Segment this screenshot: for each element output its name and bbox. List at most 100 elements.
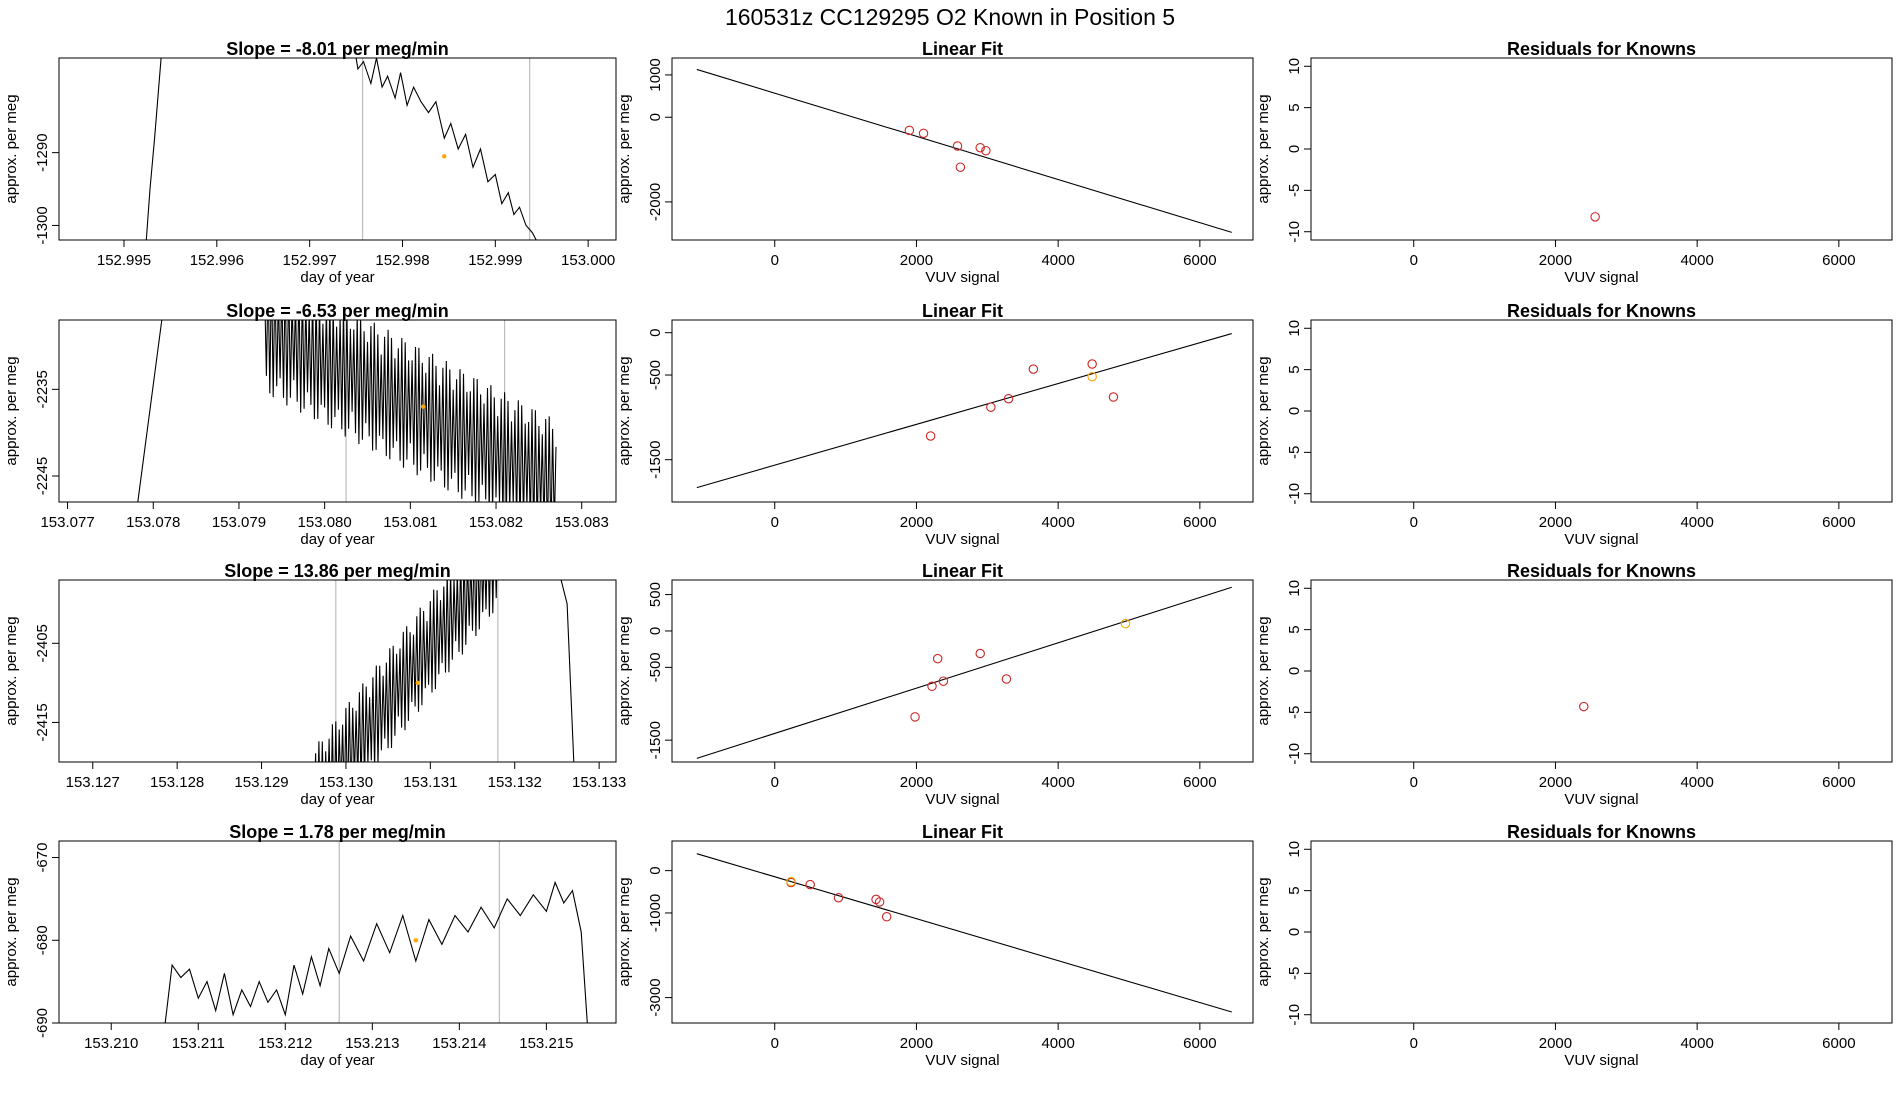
x-tick-label: 2000 — [900, 514, 933, 531]
x-axis-label: day of year — [300, 531, 374, 548]
y-tick-label: -680 — [34, 925, 51, 955]
y-tick-label: -2405 — [34, 624, 51, 662]
highlight-point — [420, 404, 426, 409]
x-tick-label: 153.081 — [383, 514, 437, 531]
y-tick-label: -670 — [34, 843, 51, 873]
y-axis-label: approx. per meg — [616, 356, 633, 465]
data-point — [1087, 359, 1097, 369]
plot-area — [696, 586, 1232, 759]
x-tick-label: 2000 — [1539, 1035, 1572, 1052]
y-axis-label: approx. per meg — [1255, 94, 1272, 203]
x-tick-label: 153.080 — [298, 514, 352, 531]
x-axis: 0 2000 4000 6000 — [771, 239, 1217, 269]
x-axis: 0 2000 4000 6000 — [1410, 239, 1856, 269]
x-tick-label: 6000 — [1183, 1035, 1216, 1052]
x-tick-label: 6000 — [1183, 514, 1216, 531]
plot-frame — [1310, 840, 1893, 1024]
x-axis: 0 2000 4000 6000 — [771, 501, 1217, 531]
data-point — [975, 142, 985, 153]
y-tick-label: -3000 — [647, 978, 664, 1016]
plot-area — [157, 841, 588, 1023]
data-point — [955, 162, 966, 172]
y-axis-label: approx. per meg — [1255, 356, 1272, 465]
y-axis-label: approx. per meg — [1255, 877, 1272, 986]
y-axis-label: approx. per meg — [3, 356, 20, 465]
row2-residuals: Residuals for Knowns 0 2000 4000 6000 VUV sig… — [1255, 301, 1893, 548]
plot-area — [137, 320, 557, 502]
panel-title: Residuals for Knowns — [1507, 561, 1696, 581]
panel-title: Linear Fit — [922, 39, 1003, 59]
fit-line — [696, 853, 1232, 1013]
highlight-point — [442, 154, 447, 159]
data-point — [1590, 212, 1600, 222]
y-axis-label: approx. per meg — [616, 877, 633, 986]
panel-title: Slope = -8.01 per meg/min — [226, 39, 449, 59]
trace-line — [157, 880, 588, 1023]
x-tick-label: 0 — [1410, 252, 1418, 269]
x-axis-label: VUV signal — [1564, 791, 1638, 808]
fit-line — [696, 68, 1232, 233]
plot-area — [696, 68, 1232, 233]
panel-title: Residuals for Knowns — [1507, 822, 1696, 842]
row1-residuals: Residuals for Knowns 0 2000 4000 6000 VUV sig… — [1255, 39, 1893, 286]
y-axis-label: approx. per meg — [3, 616, 20, 725]
x-axis: 0 2000 4000 6000 — [1410, 1022, 1856, 1052]
x-tick-label: 153.078 — [126, 514, 180, 531]
y-tick-label: 0 — [647, 113, 664, 121]
x-tick-label: 4000 — [1680, 252, 1713, 269]
panel-title: Residuals for Knowns — [1507, 39, 1696, 59]
data-point — [1003, 393, 1014, 404]
x-tick-label: 0 — [1410, 514, 1418, 531]
y-axis: -2245 -2235 — [34, 370, 60, 495]
row1-linear-fit: Linear Fit 0 2000 4000 6000 VUV signal -2000 0 1… — [616, 39, 1254, 286]
x-tick-label: 152.997 — [283, 252, 337, 269]
data-point — [975, 648, 985, 659]
panel-title: Linear Fit — [922, 822, 1003, 842]
y-tick-label: 0 — [647, 866, 664, 874]
y-axis-label: approx. per meg — [3, 94, 20, 203]
x-axis-label: VUV signal — [1564, 531, 1638, 548]
plot-frame — [58, 579, 617, 763]
y-tick-label: 10 — [1286, 841, 1303, 858]
y-tick-label: 0 — [1286, 407, 1303, 415]
x-tick-label: 6000 — [1822, 774, 1855, 791]
x-tick-label: 153.212 — [258, 1035, 312, 1052]
y-tick-label: 5 — [1286, 365, 1303, 373]
y-tick-label: -2245 — [34, 457, 51, 495]
y-tick-label: -1300 — [34, 206, 51, 244]
data-point — [904, 125, 915, 136]
y-axis: -1300 -1290 — [34, 133, 60, 245]
data-point — [805, 879, 815, 890]
data-point — [1001, 674, 1012, 684]
y-tick-label: 0 — [647, 329, 664, 337]
data-point — [927, 681, 937, 692]
panel-title: Slope = 1.78 per meg/min — [229, 822, 446, 842]
x-tick-label: 2000 — [900, 774, 933, 791]
plot-frame — [58, 840, 617, 1024]
y-tick-label: -500 — [647, 360, 664, 390]
plot-frame — [1310, 319, 1893, 503]
x-tick-label: 153.079 — [212, 514, 266, 531]
y-axis: -10 -5 0 5 10 — [1286, 320, 1312, 505]
x-tick-label: 153.128 — [150, 774, 204, 791]
y-tick-label: 10 — [1286, 580, 1303, 597]
x-tick-label: 4000 — [1680, 514, 1713, 531]
data-point — [981, 145, 991, 156]
figure-title: 160531z CC129295 O2 Known in Position 5 — [725, 4, 1175, 30]
y-axis: -2415 -2405 — [34, 624, 60, 742]
highlight-point — [413, 938, 419, 943]
x-tick-label: 0 — [1410, 774, 1418, 791]
panel-title: Slope = -6.53 per meg/min — [226, 301, 449, 321]
y-tick-label: 0 — [1286, 145, 1303, 153]
y-axis: -690 -680 -670 — [34, 843, 60, 1038]
y-tick-label: -5 — [1286, 967, 1303, 980]
y-axis: -3000 -1000 0 — [647, 866, 673, 1017]
x-tick-label: 2000 — [1539, 774, 1572, 791]
x-axis: 152.995 152.996 152.997 152.998 152.999 153.0… — [97, 239, 615, 269]
x-tick-label: 153.211 — [172, 1035, 225, 1052]
x-axis: 153.127 153.128 153.129 153.130 153.131 153.1… — [66, 761, 626, 791]
y-tick-label: -1500 — [647, 440, 664, 478]
